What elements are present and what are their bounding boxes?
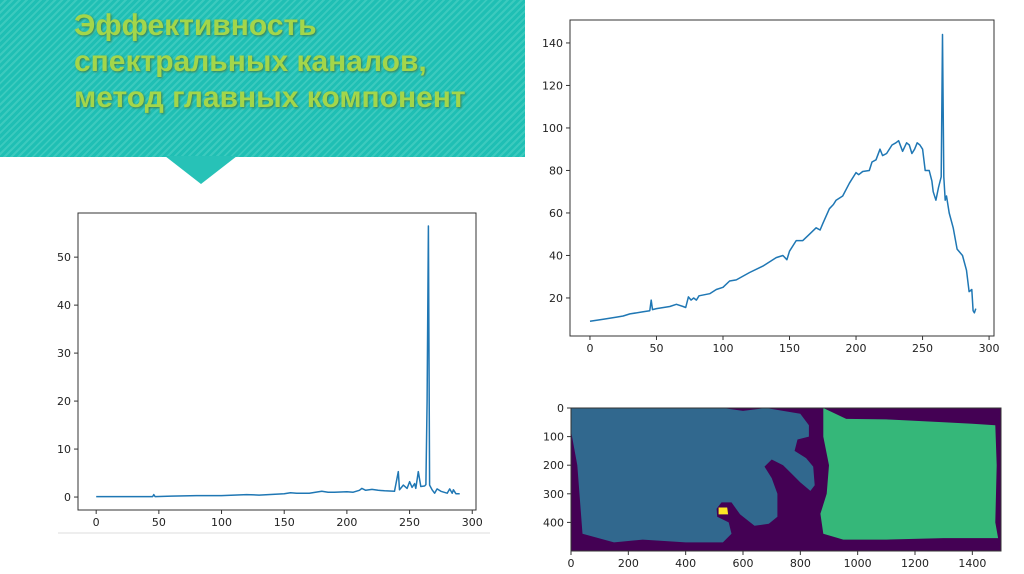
x-tick-label: 1400 bbox=[958, 557, 986, 570]
y-tick-label: 40 bbox=[57, 299, 71, 312]
x-tick-label: 100 bbox=[712, 342, 733, 355]
banner-pointer bbox=[165, 156, 237, 184]
y-tick-label: 140 bbox=[542, 37, 563, 50]
y-tick-label: 30 bbox=[57, 347, 71, 360]
y-tick-label: 0 bbox=[64, 491, 71, 504]
title-banner bbox=[0, 0, 525, 157]
x-tick-label: 400 bbox=[675, 557, 696, 570]
data-line bbox=[96, 225, 460, 498]
x-tick-label: 0 bbox=[93, 516, 100, 529]
y-tick-label: 20 bbox=[549, 292, 563, 305]
y-tick-label: 20 bbox=[57, 395, 71, 408]
x-tick-label: 0 bbox=[586, 342, 593, 355]
slide-title: Эффективность спектральных каналов, мето… bbox=[74, 9, 466, 114]
x-tick-label: 250 bbox=[399, 516, 420, 529]
x-tick-label: 300 bbox=[979, 342, 1000, 355]
y-tick-label: 60 bbox=[549, 207, 563, 220]
x-tick-label: 250 bbox=[912, 342, 933, 355]
heatmap-region-1 bbox=[571, 408, 815, 543]
x-tick-label: 100 bbox=[211, 516, 232, 529]
heatmap-region-3 bbox=[718, 507, 729, 515]
y-tick-label: 40 bbox=[549, 249, 563, 262]
heatmap-region-2 bbox=[820, 408, 999, 540]
x-tick-label: 200 bbox=[336, 516, 357, 529]
x-tick-label: 50 bbox=[152, 516, 166, 529]
x-tick-label: 0 bbox=[568, 557, 575, 570]
y-tick-label: 200 bbox=[543, 459, 564, 472]
data-line bbox=[589, 33, 977, 323]
y-tick-label: 100 bbox=[542, 122, 563, 135]
x-tick-label: 1200 bbox=[901, 557, 929, 570]
axes-frame bbox=[569, 19, 995, 337]
x-tick-label: 200 bbox=[846, 342, 867, 355]
axes-frame bbox=[77, 212, 477, 511]
x-tick-label: 300 bbox=[462, 516, 483, 529]
x-tick-label: 50 bbox=[649, 342, 663, 355]
x-tick-label: 150 bbox=[779, 342, 800, 355]
y-tick-label: 120 bbox=[542, 79, 563, 92]
y-tick-label: 0 bbox=[557, 402, 564, 415]
x-tick-label: 150 bbox=[274, 516, 295, 529]
x-tick-label: 1000 bbox=[844, 557, 872, 570]
y-tick-label: 50 bbox=[57, 251, 71, 264]
y-tick-label: 80 bbox=[549, 164, 563, 177]
x-tick-label: 600 bbox=[733, 557, 754, 570]
axes-frame bbox=[570, 407, 1002, 552]
y-tick-label: 100 bbox=[543, 431, 564, 444]
x-tick-label: 800 bbox=[790, 557, 811, 570]
chart-segmentation-map: 0 200 400 600 800 1000 1200 1400 0 100 200 300 400 bbox=[543, 402, 1002, 570]
y-tick-label: 300 bbox=[543, 488, 564, 501]
chart-right-line: 0 50 100 150 200 250 300 20 40 60 80 100 120 140 bbox=[542, 19, 1000, 355]
y-tick-label: 10 bbox=[57, 443, 71, 456]
y-tick-label: 400 bbox=[543, 516, 564, 529]
x-tick-label: 200 bbox=[618, 557, 639, 570]
chart-left-line: 0 50 100 150 200 250 300 0 10 20 30 40 50 bbox=[57, 212, 483, 529]
